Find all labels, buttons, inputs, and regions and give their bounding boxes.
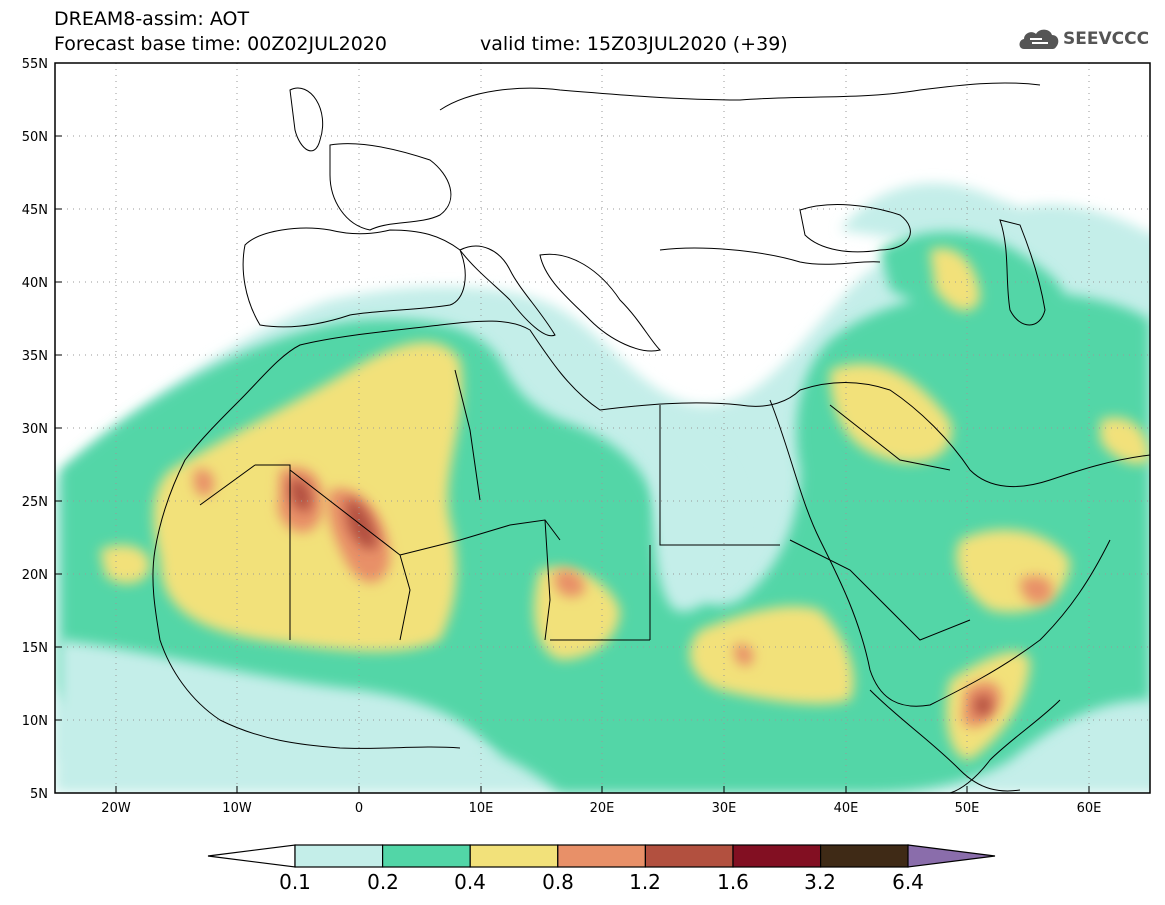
graticule bbox=[55, 63, 1150, 793]
valid-time: valid time: 15Z03JUL2020 (+39) bbox=[480, 33, 788, 55]
lon-label: 10W bbox=[222, 801, 252, 816]
lat-label: 25N bbox=[22, 495, 48, 510]
lat-label: 10N bbox=[22, 714, 48, 729]
lon-label: 20E bbox=[590, 801, 615, 816]
colorbar-label: 1.2 bbox=[629, 870, 661, 894]
colorbar-label: 0.8 bbox=[542, 870, 574, 894]
colorbar-label: 0.2 bbox=[367, 870, 399, 894]
colorbar-under-arrow bbox=[207, 844, 296, 868]
axis-ticks bbox=[55, 62, 1090, 793]
lat-label: 45N bbox=[22, 203, 48, 218]
lat-label: 30N bbox=[22, 422, 48, 437]
colorbar-swatch bbox=[732, 844, 822, 868]
lon-label: 40E bbox=[834, 801, 859, 816]
colorbar-swatch bbox=[819, 844, 909, 868]
forecast-base-time: Forecast base time: 00Z02JUL2020 bbox=[54, 33, 387, 55]
lat-label: 5N bbox=[30, 787, 48, 802]
lon-label: 20W bbox=[101, 801, 131, 816]
colorbar-swatch bbox=[644, 844, 734, 868]
colorbar bbox=[207, 844, 996, 868]
lat-label: 15N bbox=[22, 641, 48, 656]
colorbar-swatch bbox=[557, 844, 646, 868]
coastlines bbox=[152, 82, 1150, 793]
lat-label: 20N bbox=[22, 568, 48, 583]
lat-label: 40N bbox=[22, 276, 48, 291]
lat-label: 35N bbox=[22, 349, 48, 364]
colorbar-label: 6.4 bbox=[892, 870, 924, 894]
map-title: DREAM8-assim: AOT bbox=[54, 8, 250, 30]
colorbar-swatch bbox=[294, 844, 384, 868]
seevccc-logo-text: SEEVCCC bbox=[1063, 29, 1150, 49]
lon-label: 60E bbox=[1077, 801, 1102, 816]
colorbar-over-arrow bbox=[907, 844, 996, 868]
colorbar-label: 0.4 bbox=[454, 870, 486, 894]
lat-label: 55N bbox=[22, 57, 48, 72]
colorbar-label: 1.6 bbox=[717, 870, 749, 894]
colorbar-swatch bbox=[382, 844, 471, 868]
lon-label: 30E bbox=[712, 801, 737, 816]
cloud-icon bbox=[1019, 29, 1059, 49]
colorbar-label: 0.1 bbox=[279, 870, 311, 894]
lon-label: 10E bbox=[469, 801, 494, 816]
lon-label: 50E bbox=[955, 801, 980, 816]
colorbar-swatch bbox=[469, 844, 559, 868]
lon-label: 0 bbox=[355, 801, 363, 816]
lat-label: 50N bbox=[22, 130, 48, 145]
aot-field bbox=[55, 183, 1150, 793]
colorbar-label: 3.2 bbox=[804, 870, 836, 894]
